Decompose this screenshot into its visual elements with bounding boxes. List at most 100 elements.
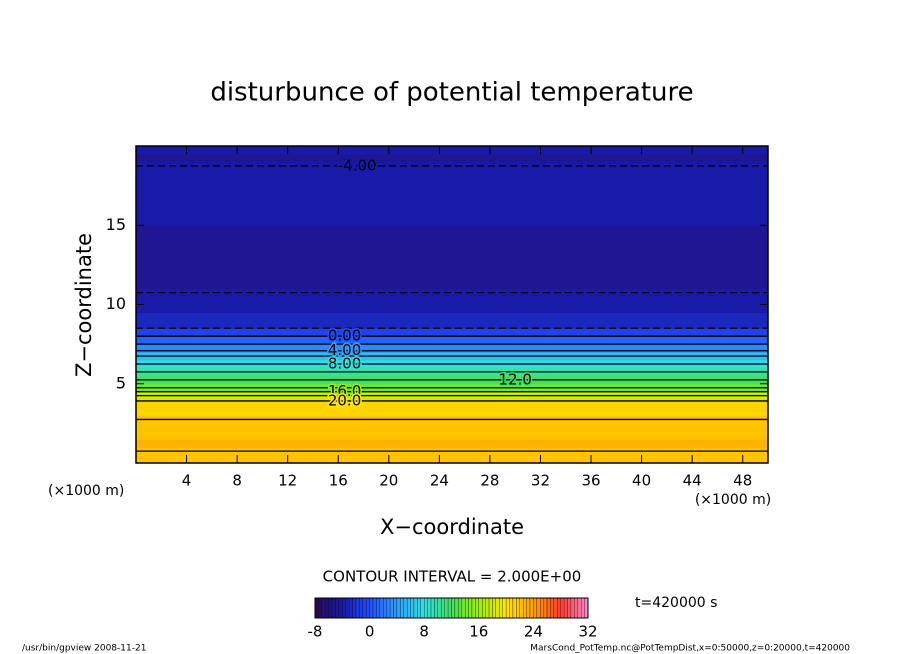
heat-cell (136, 296, 768, 305)
colorbar-cell (451, 597, 456, 619)
colorbar-cell (359, 597, 363, 619)
colorbar-cell (523, 597, 527, 619)
colorbar-cell (403, 597, 408, 619)
x-tick-label: 48 (733, 472, 752, 490)
heat-cell (136, 328, 768, 337)
time-label: t=420000 s (635, 595, 717, 611)
chart-title: disturbunce of potential temperature (210, 78, 693, 108)
colorbar-cell (553, 597, 558, 619)
colorbar-cell (488, 597, 493, 619)
colorbar-cell (342, 597, 346, 619)
heat-cell (136, 153, 768, 163)
x-unit-label: (×1000 m) (48, 483, 124, 499)
x-tick-label: 20 (379, 472, 398, 490)
colorbar-tick-label: 24 (524, 623, 543, 641)
colorbar-cell (516, 597, 520, 619)
colorbar-cell (393, 597, 398, 619)
heat-cell (136, 217, 768, 226)
contour-interval: CONTOUR INTERVAL = 2.000E+00 (323, 568, 582, 586)
colorbar-cell (318, 597, 322, 619)
colorbar-cell (464, 597, 469, 619)
colorbar-cell (526, 597, 531, 619)
colorbar-cell (383, 597, 387, 619)
colorbar-cell (437, 597, 442, 619)
heat-cell (136, 193, 768, 202)
colorbar-cell (447, 597, 452, 619)
colorbar-cell (441, 597, 445, 619)
colorbar-cell (505, 597, 510, 619)
contour-label: 12.0 (498, 370, 531, 388)
x-tick-label: 32 (531, 472, 550, 490)
colorbar-cell (454, 597, 459, 619)
colorbar-cell (536, 597, 541, 619)
colorbar-cell (584, 597, 589, 619)
colorbar-cell (362, 597, 367, 619)
colorbar-cell (533, 597, 537, 619)
colorbar-cell (461, 597, 466, 619)
colorbar-cell (410, 597, 415, 619)
colorbar-tick-label: 16 (469, 623, 488, 641)
x-tick-label: 28 (480, 472, 499, 490)
heat-cell (136, 336, 768, 345)
colorbar-tick-label: -8 (308, 623, 323, 641)
colorbar-cell (325, 597, 329, 619)
colorbar-cell (417, 597, 421, 619)
colorbar-cell (570, 597, 575, 619)
contour-label: 0.00 (328, 327, 361, 345)
colorbar-cell (499, 597, 503, 619)
colorbar-cell (581, 597, 585, 619)
heat-cell (136, 256, 768, 266)
contour-label: 8.00 (328, 354, 361, 372)
heat-cell (136, 249, 768, 258)
colorbar-cell (546, 597, 551, 619)
colorbar-cell (348, 597, 353, 619)
colorbar-cell (376, 597, 380, 619)
heat-cell (136, 399, 768, 409)
colorbar-cell (386, 597, 391, 619)
x-tick-label: 12 (278, 472, 297, 490)
colorbar-cell (482, 597, 486, 619)
colorbar-cell (468, 597, 473, 619)
x-tick-label: 24 (430, 472, 449, 490)
colorbar-cell (355, 597, 360, 619)
colorbar-cell (512, 597, 517, 619)
colorbar-frame (314, 597, 589, 619)
heat-cell (136, 185, 768, 195)
heat-cell (136, 344, 768, 353)
heat-cell (136, 280, 768, 290)
colorbar-cell (502, 597, 507, 619)
colorbar-cell (529, 597, 534, 619)
heat-cell (136, 288, 768, 298)
heat-cell (136, 423, 768, 432)
colorbar-cell (444, 597, 449, 619)
colorbar-cell (331, 597, 336, 619)
heat-cell (136, 169, 768, 179)
colorbar-cell (492, 597, 497, 619)
colorbar-cell (406, 597, 411, 619)
footer-right: MarsCond_PotTemp.nc@PotTempDist,x=0:5000… (530, 644, 850, 654)
colorbar-cell (335, 597, 340, 619)
colorbar-cell (328, 597, 333, 619)
colorbar-cell (495, 597, 500, 619)
y-tick-label: 15 (106, 215, 126, 234)
colorbar-cell (430, 597, 435, 619)
heat-cell (136, 209, 768, 218)
colorbar-cell (458, 597, 462, 619)
colorbar-cell (509, 597, 514, 619)
heat-cell (136, 439, 768, 448)
contour-label: 4.00 (328, 341, 361, 359)
x-axis-label: X−coordinate (380, 515, 524, 539)
colorbar-cell (577, 597, 582, 619)
contour-label: 16.0 (328, 382, 361, 400)
colorbar-cell (478, 597, 483, 619)
colorbar-cell (338, 597, 343, 619)
colorbar-cell (379, 597, 384, 619)
x-tick-label: 40 (632, 472, 651, 490)
colorbar-cell (434, 597, 438, 619)
heat-cell (136, 407, 768, 416)
x-unit-label: (×1000 m) (695, 492, 771, 508)
heat-cell (136, 455, 768, 464)
heat-cell (136, 177, 768, 187)
heat-cell (136, 320, 768, 329)
colorbar-cell (475, 597, 479, 619)
